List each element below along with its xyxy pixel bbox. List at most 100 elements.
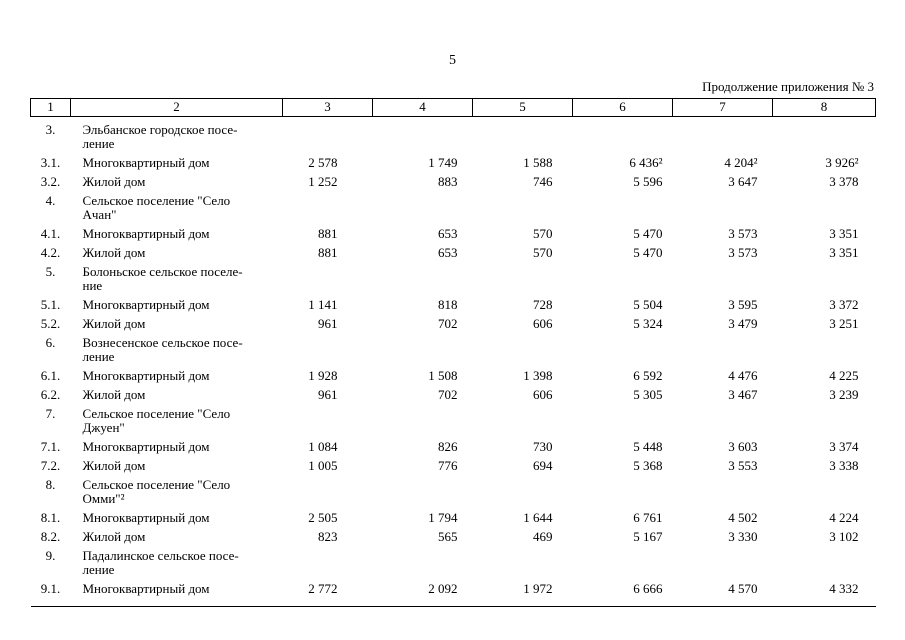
row-value: 1 794 [428, 510, 458, 525]
row-value: 4 570 [728, 581, 758, 596]
row-number: 3. [45, 122, 56, 137]
row-value: 3 378 [829, 174, 859, 189]
row-value: 3 372 [829, 297, 859, 312]
table-row: 9.1. Многоквартирный дом 2 772 2 092 1 972 6 … [31, 579, 876, 607]
row-value [373, 475, 473, 508]
row-name: Падалинское сельское посе- ление [82, 548, 239, 577]
row-number: 6. [45, 335, 56, 350]
row-name: Сельское поселение "Село Ачан" [82, 193, 231, 222]
column-header: 3 [282, 98, 373, 117]
row-value [283, 191, 373, 224]
row-value [573, 546, 673, 579]
row-value [373, 333, 473, 366]
row-number: 5.1. [40, 297, 61, 312]
row-value: 2 772 [308, 581, 338, 596]
row-name: Многоквартирный дом [82, 581, 210, 596]
table-row: 8. Сельское поселение "Село Омми"² [31, 475, 876, 508]
row-value: 6 436² [629, 155, 663, 170]
table-row: 4.2. Жилой дом 881 653 570 5 470 3 573 3 351 [31, 243, 876, 262]
row-value: 565 [438, 529, 458, 544]
row-value: 1 141 [308, 297, 338, 312]
row-value: 3 553 [728, 458, 758, 473]
row-name: Жилой дом [82, 174, 146, 189]
row-number: 3.1. [40, 155, 61, 170]
row-name: Многоквартирный дом [82, 368, 210, 383]
row-value: 1 588 [523, 155, 553, 170]
row-value: 3 647 [728, 174, 758, 189]
row-value: 3 573 [728, 226, 758, 241]
row-number: 5.2. [40, 316, 61, 331]
row-value: 1 749 [428, 155, 458, 170]
table-row: 4. Сельское поселение "Село Ачан" [31, 191, 876, 224]
row-value [473, 475, 573, 508]
row-value: 1 644 [523, 510, 553, 525]
row-value: 1 508 [428, 368, 458, 383]
row-value [373, 546, 473, 579]
row-value: 3 239 [829, 387, 859, 402]
row-value [373, 404, 473, 437]
row-value: 6 666 [633, 581, 663, 596]
row-value [573, 333, 673, 366]
table-row: 5.1. Многоквартирный дом 1 141 818 728 5 504 3… [31, 295, 876, 314]
table-row: 3. Эльбанское городское посе- ление [31, 117, 876, 154]
row-value: 883 [438, 174, 458, 189]
row-value [473, 191, 573, 224]
row-value: 4 225 [829, 368, 859, 383]
column-header: 4 [372, 98, 473, 117]
table-row: 7.1. Многоквартирный дом 1 084 826 730 5 448 3… [31, 437, 876, 456]
table-row: 5.2. Жилой дом 961 702 606 5 324 3 479 3 251 [31, 314, 876, 333]
row-value [673, 546, 773, 579]
row-value [573, 117, 673, 154]
row-name: Эльбанское городское посе- ление [82, 122, 238, 151]
row-value [283, 262, 373, 295]
row-value: 4 332 [829, 581, 859, 596]
row-value [473, 333, 573, 366]
column-header: 5 [472, 98, 573, 117]
row-name: Жилой дом [82, 387, 146, 402]
row-name: Многоквартирный дом [82, 155, 210, 170]
page-number: 5 [449, 53, 456, 68]
row-value: 469 [533, 529, 553, 544]
table-row: 5. Болоньское сельское поселе- ние [31, 262, 876, 295]
row-value [283, 546, 373, 579]
row-value [373, 262, 473, 295]
row-value: 3 374 [829, 439, 859, 454]
row-value: 728 [533, 297, 553, 312]
row-name: Многоквартирный дом [82, 226, 210, 241]
row-value: 5 448 [633, 439, 663, 454]
row-number: 4.1. [40, 226, 61, 241]
row-name: Многоквартирный дом [82, 297, 210, 312]
row-value: 694 [533, 458, 553, 473]
row-value: 1 084 [308, 439, 338, 454]
row-value: 2 578 [308, 155, 338, 170]
row-value [573, 404, 673, 437]
table-row: 3.1. Многоквартирный дом 2 578 1 749 1 588 6 … [31, 153, 876, 172]
row-value [473, 117, 573, 154]
row-value: 3 603 [728, 439, 758, 454]
table-body: 3. Эльбанское городское посе- ление 3.1. Мн… [31, 117, 876, 607]
row-value [773, 475, 876, 508]
row-number: 8.2. [40, 529, 61, 544]
row-number: 7. [45, 406, 56, 421]
row-value: 702 [438, 387, 458, 402]
row-value: 730 [533, 439, 553, 454]
row-value: 1 972 [523, 581, 553, 596]
row-value [473, 546, 573, 579]
row-value: 1 252 [308, 174, 338, 189]
column-header: 7 [672, 98, 773, 117]
row-value: 5 596 [633, 174, 663, 189]
row-value: 606 [533, 316, 553, 331]
table-row: 8.1. Многоквартирный дом 2 505 1 794 1 644 6 … [31, 508, 876, 527]
row-value: 5 470 [633, 245, 663, 260]
row-number: 8.1. [40, 510, 61, 525]
row-value: 5 305 [633, 387, 663, 402]
row-value [573, 191, 673, 224]
row-value: 3 251 [829, 316, 859, 331]
row-value: 826 [438, 439, 458, 454]
row-value [773, 333, 876, 366]
row-value [573, 475, 673, 508]
row-value [283, 333, 373, 366]
row-name: Сельское поселение "Село Омми"² [82, 477, 231, 506]
row-value: 5 470 [633, 226, 663, 241]
